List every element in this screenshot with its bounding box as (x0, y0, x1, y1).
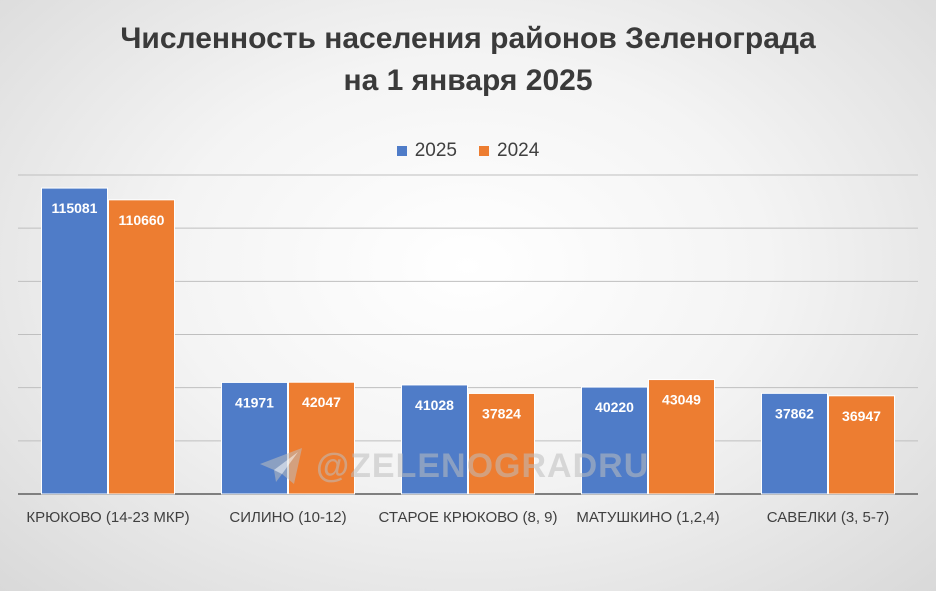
watermark: @ZELENOGRADRU (258, 446, 649, 486)
legend-swatch-2025 (396, 146, 407, 156)
category-label-3: МАТУШКИНО (1,2,4) (576, 509, 719, 526)
category-label-2: СТАРОЕ КРЮКОВО (8, 9) (378, 509, 557, 526)
chart-title-line-2: на 1 января 2025 (343, 64, 593, 97)
data-label-2024-1: 42047 (302, 394, 341, 410)
bar-2025-0 (41, 187, 108, 495)
data-label-2025-0: 115081 (52, 200, 98, 216)
telegram-icon (260, 448, 302, 484)
bar-2024-4 (828, 395, 895, 495)
bar-2024-1 (288, 381, 355, 495)
category-label-0: КРЮКОВО (14-23 МКР) (26, 509, 189, 526)
data-label-2024-4: 36947 (842, 408, 881, 424)
chart-title-line-1: Численность населения районов Зеленоград… (120, 22, 816, 55)
legend-label-2024: 2024 (497, 140, 540, 161)
legend-item-2025: 2025 (396, 140, 457, 162)
legend-swatch-2024 (479, 146, 489, 156)
bar-2025-2 (401, 384, 468, 495)
data-label-2025-3: 40220 (595, 399, 634, 415)
data-label-2025-1: 41971 (235, 394, 274, 410)
bar-2025-3 (581, 386, 648, 495)
data-label-2024-0: 110660 (119, 212, 165, 228)
legend-label-2025: 2025 (414, 140, 457, 161)
chart-title: Численность населения районов Зеленоград… (0, 18, 936, 102)
chart-legend: 2025 2024 (0, 140, 936, 162)
data-label-2025-4: 37862 (775, 405, 814, 421)
bar-2025-4 (761, 392, 828, 495)
data-label-2024-2: 37824 (482, 405, 521, 421)
legend-item-2024: 2024 (479, 140, 539, 162)
bar-2024-2 (468, 392, 535, 495)
bar-2024-0 (108, 199, 175, 495)
category-label-1: СИЛИНО (10-12) (229, 509, 346, 526)
data-label-2024-3: 43049 (662, 392, 701, 408)
category-label-4: САВЕЛКИ (3, 5-7) (767, 509, 889, 526)
data-label-2025-2: 41028 (415, 397, 454, 413)
watermark-text: @ZELENOGRADRU (316, 446, 650, 485)
bar-2024-3 (648, 379, 715, 495)
